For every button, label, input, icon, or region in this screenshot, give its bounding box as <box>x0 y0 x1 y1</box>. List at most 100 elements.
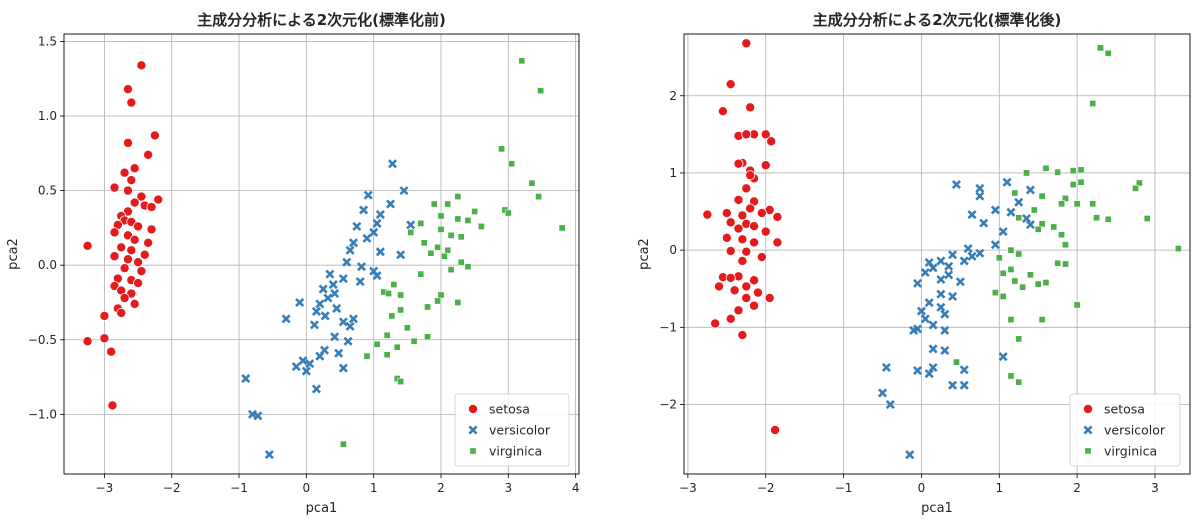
data-point-versicolor <box>323 293 333 303</box>
data-point-virginica <box>1007 316 1015 323</box>
data-point-setosa <box>741 129 752 140</box>
data-point-setosa <box>126 97 137 108</box>
data-point-versicolor <box>388 159 398 169</box>
data-point-virginica <box>437 291 445 299</box>
data-point-setosa <box>129 234 140 245</box>
data-point-virginica <box>1019 283 1026 291</box>
data-point-setosa <box>119 292 130 303</box>
data-point-virginica <box>390 281 398 288</box>
data-point-virginica <box>454 215 462 223</box>
data-point-setosa <box>737 234 748 245</box>
data-point-versicolor <box>342 257 352 267</box>
plot-frame <box>63 33 580 475</box>
data-point-virginica <box>441 252 448 260</box>
data-point-setosa <box>756 252 767 263</box>
data-point-virginica <box>410 337 418 345</box>
data-point-virginica <box>437 212 445 220</box>
data-point-setosa <box>766 136 777 147</box>
data-point-versicolor <box>338 274 348 284</box>
legend-marker-versicolor <box>468 425 478 435</box>
data-point-setosa <box>106 346 117 357</box>
y-axis-label: pca2 <box>6 238 21 270</box>
data-point-versicolor <box>913 278 923 288</box>
data-point-versicolor <box>1025 185 1035 195</box>
data-point-versicolor <box>940 309 950 319</box>
x-tick-label: −2 <box>757 481 775 495</box>
data-point-virginica <box>1050 223 1058 231</box>
data-point-versicolor <box>948 250 958 260</box>
data-point-versicolor <box>375 209 385 219</box>
data-point-versicolor <box>913 324 923 334</box>
data-point-virginica <box>1007 246 1015 254</box>
data-point-versicolor <box>375 247 385 257</box>
data-point-setosa <box>109 227 120 238</box>
data-point-setosa <box>760 160 771 171</box>
y-axis-label: pca2 <box>637 238 652 270</box>
data-point-setosa <box>737 255 748 266</box>
data-point-versicolor <box>406 220 416 230</box>
plot-frame <box>683 33 1191 475</box>
data-point-virginica <box>1038 316 1046 323</box>
data-point-versicolor <box>328 280 338 290</box>
data-point-setosa <box>737 210 748 221</box>
data-point-virginica <box>437 226 445 233</box>
data-point-setosa <box>116 307 127 318</box>
data-point-versicolor <box>1025 220 1035 230</box>
data-point-versicolor <box>355 277 365 287</box>
x-tick-label: −3 <box>96 481 114 495</box>
data-point-virginica <box>1011 189 1019 197</box>
data-point-virginica <box>1042 164 1050 172</box>
data-point-virginica <box>444 200 452 208</box>
y-tick-label: 1 <box>669 166 677 180</box>
data-point-virginica <box>430 200 438 208</box>
data-point-setosa <box>733 194 744 205</box>
data-point-virginica <box>417 270 425 278</box>
data-point-virginica <box>388 312 396 320</box>
data-point-virginica <box>1073 301 1081 309</box>
legend-label-versicolor: versicolor <box>489 423 551 438</box>
data-point-setosa <box>733 305 744 316</box>
data-point-versicolor <box>979 218 989 228</box>
legend-label-setosa: setosa <box>1104 402 1145 417</box>
data-point-versicolor <box>330 332 340 342</box>
data-point-virginica <box>1104 49 1112 57</box>
x-axis-label: pca1 <box>921 501 953 516</box>
y-tick-label: 2 <box>669 89 677 103</box>
data-point-versicolor <box>315 299 325 309</box>
data-point-versicolor <box>334 348 344 358</box>
legend-box <box>1069 393 1181 467</box>
data-point-virginica <box>1011 277 1019 285</box>
data-point-virginica <box>518 57 526 65</box>
data-point-virginica <box>1077 166 1085 174</box>
data-point-virginica <box>1077 178 1085 186</box>
x-tick-label: 1 <box>995 481 1003 495</box>
data-point-virginica <box>1093 214 1100 222</box>
legend-marker-versicolor <box>1083 425 1093 435</box>
data-point-virginica <box>434 243 441 251</box>
data-point-setosa <box>725 217 736 228</box>
data-point-setosa <box>153 194 164 205</box>
data-point-setosa <box>133 278 144 289</box>
data-point-versicolor <box>291 362 301 372</box>
data-point-virginica <box>363 352 371 360</box>
legend-label-versicolor: versicolor <box>1104 423 1166 438</box>
x-tick-label: −1 <box>230 481 248 495</box>
data-point-setosa <box>149 130 160 141</box>
data-point-virginica <box>397 306 404 314</box>
data-point-versicolor <box>311 384 321 394</box>
legend-marker-setosa <box>1083 403 1094 414</box>
data-point-virginica <box>417 220 425 227</box>
data-point-versicolor <box>936 256 946 266</box>
data-point-versicolor <box>305 359 315 369</box>
data-point-virginica <box>427 249 435 257</box>
data-point-versicolor <box>369 227 379 237</box>
data-point-setosa <box>760 226 771 237</box>
data-point-versicolor <box>959 365 969 375</box>
y-tick-label: −1.0 <box>28 407 57 421</box>
data-point-setosa <box>122 137 133 148</box>
data-point-virginica <box>478 223 485 230</box>
y-tick-label: 0.0 <box>38 258 57 272</box>
data-point-setosa <box>109 251 120 262</box>
data-point-setosa <box>741 183 752 194</box>
data-point-versicolor <box>1006 207 1016 217</box>
